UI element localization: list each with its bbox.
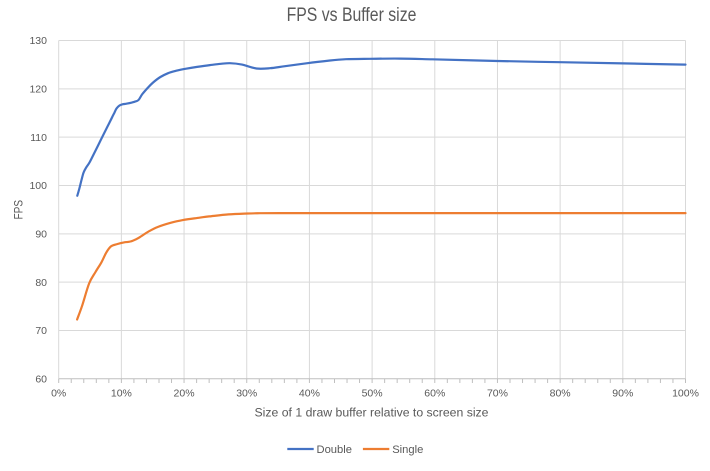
svg-text:FPS vs Buffer size: FPS vs Buffer size (287, 4, 417, 26)
svg-text:Single: Single (392, 444, 423, 456)
svg-text:FPS: FPS (11, 200, 25, 220)
svg-text:100%: 100% (672, 387, 699, 399)
svg-text:70: 70 (35, 325, 47, 337)
svg-text:30%: 30% (236, 387, 257, 399)
svg-text:Double: Double (317, 444, 352, 456)
svg-text:80%: 80% (550, 387, 571, 399)
svg-text:0%: 0% (51, 387, 66, 399)
svg-text:60%: 60% (424, 387, 445, 399)
svg-text:90: 90 (35, 228, 47, 240)
svg-text:20%: 20% (174, 387, 195, 399)
svg-text:40%: 40% (299, 387, 320, 399)
svg-text:10%: 10% (111, 387, 132, 399)
svg-text:120: 120 (29, 83, 47, 95)
svg-text:110: 110 (30, 132, 47, 144)
svg-text:60: 60 (35, 373, 47, 385)
svg-text:70%: 70% (487, 387, 508, 399)
svg-text:90%: 90% (612, 387, 633, 399)
svg-text:80: 80 (35, 277, 47, 289)
svg-text:130: 130 (29, 35, 47, 47)
svg-text:100: 100 (29, 180, 47, 192)
svg-text:Size of 1 draw buffer relative: Size of 1 draw buffer relative to screen… (255, 406, 489, 420)
svg-text:50%: 50% (362, 387, 383, 399)
